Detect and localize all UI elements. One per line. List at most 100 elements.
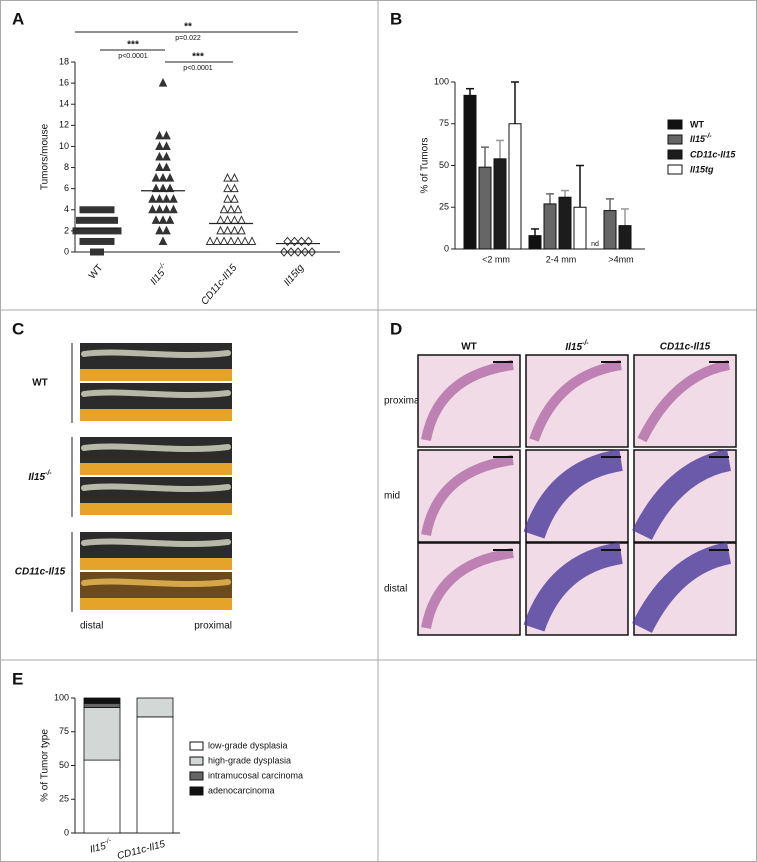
significance: *** — [192, 52, 204, 63]
dot — [169, 204, 178, 214]
row-label: distal — [384, 584, 407, 595]
tissue — [421, 455, 514, 537]
dot — [158, 215, 168, 224]
dot — [216, 225, 225, 235]
dot — [162, 204, 171, 214]
colon-tissue — [81, 389, 231, 398]
row-label: proximal — [384, 396, 422, 407]
x-tick-label: Il15tg — [282, 262, 306, 288]
bar-segment — [83, 697, 121, 704]
dot — [155, 204, 164, 214]
bar-segment — [136, 697, 174, 718]
tissue — [632, 449, 732, 540]
y-tick-label: 25 — [59, 794, 69, 804]
dot — [240, 236, 250, 245]
dot — [237, 215, 246, 224]
dot — [97, 216, 104, 224]
dot — [97, 248, 104, 256]
dot — [247, 236, 257, 245]
dot — [158, 183, 168, 193]
legend-swatch — [189, 771, 204, 781]
legend-label: Il15tg — [690, 164, 714, 174]
row-label: WT — [32, 378, 48, 389]
y-tick-label: 0 — [64, 246, 69, 256]
y-axis-label: Tumors/mouse — [40, 123, 51, 190]
row-label: CD11c-Il15 — [15, 567, 66, 578]
legend-label: WT — [690, 119, 704, 129]
dot — [151, 183, 161, 193]
dot — [283, 236, 292, 247]
legend-swatch — [189, 756, 204, 766]
y-axis-label: % of Tumor type — [40, 729, 51, 802]
dot — [107, 206, 115, 214]
dot — [100, 237, 108, 245]
dot — [223, 172, 232, 182]
dot — [230, 172, 239, 182]
legend-label: Il15-/- — [690, 133, 712, 144]
dot — [155, 141, 164, 150]
bar — [528, 235, 542, 250]
y-axis-label: % of Tumors — [420, 137, 431, 193]
dot — [86, 206, 94, 214]
dot — [155, 151, 164, 161]
dot — [79, 206, 87, 214]
dot — [155, 225, 164, 235]
legend-swatch — [667, 164, 683, 175]
y-tick-label: 25 — [439, 202, 449, 212]
dot — [286, 247, 296, 257]
legend-swatch — [667, 149, 683, 160]
ruler — [80, 503, 232, 515]
dot — [304, 236, 313, 247]
dot — [93, 237, 101, 245]
tissue — [529, 360, 622, 442]
dot — [162, 162, 171, 172]
significance: ** — [184, 22, 192, 33]
y-tick-label: 16 — [59, 77, 69, 87]
dot — [300, 247, 310, 257]
dot — [233, 204, 243, 214]
y-tick-label: 4 — [64, 204, 69, 214]
column-label: WT — [461, 342, 477, 353]
y-tick-label: 50 — [59, 760, 69, 770]
dot — [297, 236, 306, 247]
dot — [230, 215, 239, 224]
bar — [618, 225, 632, 250]
dot — [86, 227, 94, 235]
x-tick-label: >4mm — [608, 254, 633, 264]
dot — [151, 172, 161, 182]
dot — [230, 194, 239, 203]
dot — [93, 206, 101, 214]
y-tick-label: 50 — [439, 160, 449, 170]
dot — [226, 236, 236, 245]
tissue — [637, 360, 731, 443]
dot — [165, 215, 175, 224]
panel-letter: A — [12, 9, 24, 28]
bar — [463, 94, 477, 250]
y-tick-label: 75 — [59, 726, 69, 736]
p-value: p<0.0001 — [118, 53, 147, 60]
dot — [219, 204, 229, 214]
dot — [162, 194, 171, 203]
dot — [155, 162, 164, 172]
dot — [216, 215, 225, 224]
ruler — [80, 558, 232, 570]
bar-segment — [136, 716, 174, 834]
dot — [100, 206, 108, 214]
y-tick-label: 12 — [59, 120, 69, 130]
dot — [169, 194, 178, 203]
dot — [79, 237, 87, 245]
legend-swatch — [189, 786, 204, 796]
y-tick-label: 100 — [54, 692, 69, 702]
dot — [76, 216, 83, 224]
dot — [90, 216, 97, 224]
y-tick-label: 75 — [439, 118, 449, 128]
dot — [83, 216, 90, 224]
dot — [307, 247, 317, 257]
dot — [148, 194, 157, 203]
row-label: mid — [384, 491, 400, 502]
panel-letter: C — [12, 319, 24, 338]
histology-image — [417, 449, 521, 543]
x-tick-label: CD11c-Il15 — [116, 839, 167, 862]
ruler — [80, 598, 232, 610]
